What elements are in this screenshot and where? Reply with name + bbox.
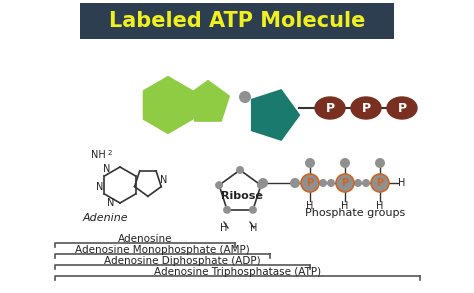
Text: Ribose: Ribose <box>221 191 263 201</box>
Text: H: H <box>398 178 406 188</box>
Circle shape <box>319 179 327 187</box>
Text: N: N <box>103 164 111 174</box>
Circle shape <box>336 174 354 192</box>
Circle shape <box>371 174 389 192</box>
Ellipse shape <box>387 97 417 119</box>
Text: Adenosine Triphosphatase (ATP): Adenosine Triphosphatase (ATP) <box>154 267 321 277</box>
Text: Adenosine Monophosphate (AMP): Adenosine Monophosphate (AMP) <box>75 245 250 255</box>
Circle shape <box>375 158 385 168</box>
FancyBboxPatch shape <box>80 3 394 39</box>
Circle shape <box>354 179 362 187</box>
Text: H: H <box>220 223 228 233</box>
Circle shape <box>340 158 350 168</box>
Text: Adenosine: Adenosine <box>118 234 172 244</box>
Text: N: N <box>96 182 104 192</box>
Ellipse shape <box>351 97 381 119</box>
Text: P: P <box>326 101 335 115</box>
Text: 2: 2 <box>108 150 112 156</box>
Circle shape <box>290 178 300 188</box>
Circle shape <box>249 206 257 214</box>
Circle shape <box>327 179 335 187</box>
Circle shape <box>257 181 265 189</box>
Text: Adenosine Diphosphate (ADP): Adenosine Diphosphate (ADP) <box>104 256 261 266</box>
Polygon shape <box>187 81 229 121</box>
Text: Phosphate groups: Phosphate groups <box>305 208 405 218</box>
Circle shape <box>236 166 244 174</box>
Text: N: N <box>160 175 168 185</box>
Circle shape <box>301 174 319 192</box>
Circle shape <box>258 178 268 188</box>
Text: H: H <box>341 201 349 211</box>
Text: H: H <box>250 223 258 233</box>
Text: N: N <box>107 198 115 208</box>
Text: NH: NH <box>91 150 105 160</box>
Polygon shape <box>252 90 299 140</box>
Polygon shape <box>144 77 192 133</box>
Circle shape <box>305 158 315 168</box>
Text: Adenine: Adenine <box>82 213 128 223</box>
Text: P: P <box>341 178 348 188</box>
Ellipse shape <box>315 97 345 119</box>
Text: H: H <box>376 201 383 211</box>
Circle shape <box>223 206 231 214</box>
Text: H: H <box>306 201 314 211</box>
Text: P: P <box>306 178 314 188</box>
Circle shape <box>215 181 223 189</box>
Text: P: P <box>376 178 383 188</box>
Circle shape <box>239 91 251 103</box>
Text: P: P <box>397 101 407 115</box>
Circle shape <box>362 179 370 187</box>
Text: Labeled ATP Molecule: Labeled ATP Molecule <box>109 11 365 31</box>
Text: P: P <box>362 101 371 115</box>
